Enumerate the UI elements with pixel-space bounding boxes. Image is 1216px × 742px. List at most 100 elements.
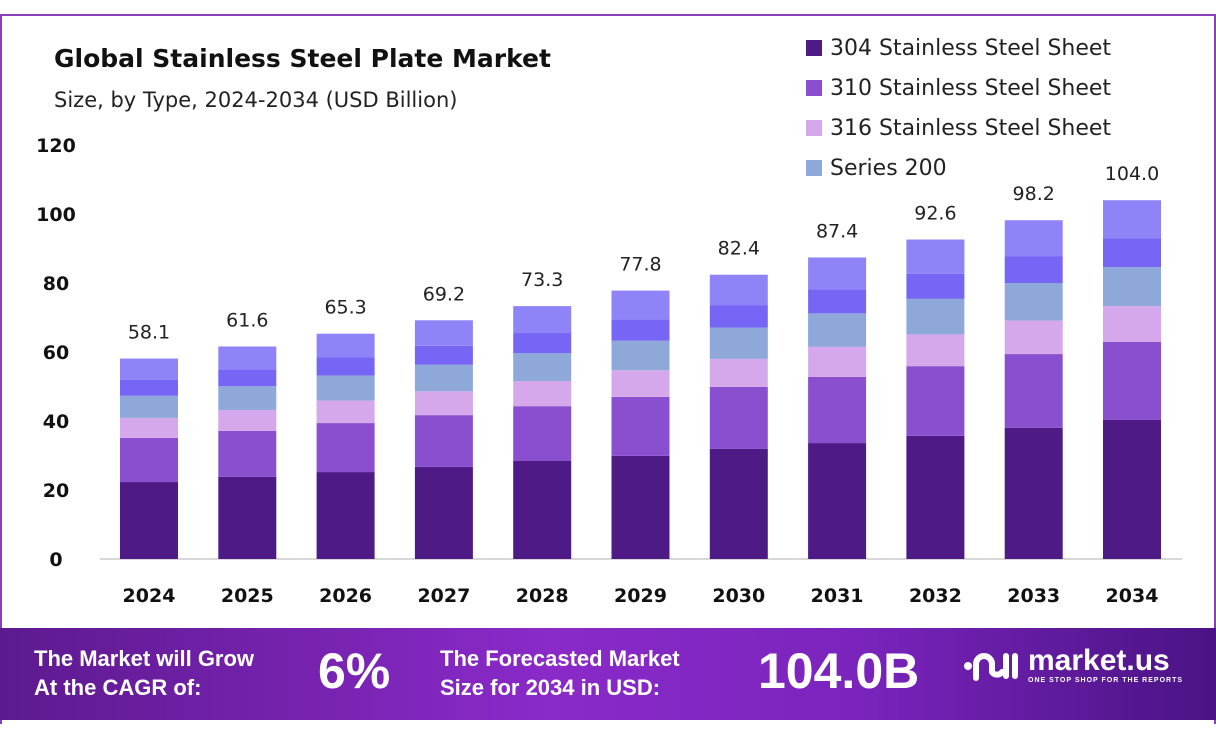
bar-total-label: 92.6 bbox=[914, 203, 956, 225]
bar-segment-2028-2 bbox=[513, 406, 572, 462]
bar-total-label: 82.4 bbox=[718, 238, 760, 260]
legend-swatch bbox=[806, 80, 822, 96]
bar-segment-2025-5 bbox=[218, 369, 277, 387]
bar-segment-2029-6 bbox=[611, 290, 670, 320]
bar-segment-2034-2 bbox=[1103, 341, 1161, 420]
bar-segment-2033-4 bbox=[1004, 283, 1063, 321]
forecast-value: 104.0B bbox=[758, 643, 920, 699]
y-tick-label: 40 bbox=[43, 411, 69, 433]
bar-segment-2032-4 bbox=[906, 298, 965, 335]
chart-subtitle: Size, by Type, 2024-2034 (USD Billion) bbox=[54, 88, 458, 112]
bar-segment-2026-6 bbox=[316, 333, 375, 358]
bar-segment-2029-1 bbox=[611, 455, 670, 559]
bar-total-label: 58.1 bbox=[128, 322, 170, 344]
bar-segment-2032-3 bbox=[906, 334, 965, 367]
y-tick-label: 120 bbox=[36, 135, 76, 157]
bar-segment-2030-5 bbox=[709, 305, 768, 328]
bar-segment-2031-3 bbox=[808, 346, 867, 377]
bar-segment-2027-2 bbox=[414, 415, 473, 467]
brand-name: market.us bbox=[1028, 644, 1170, 677]
legend-label: 304 Stainless Steel Sheet bbox=[830, 35, 1112, 61]
forecast-label: The Forecasted Market Size for 2034 in U… bbox=[440, 644, 680, 702]
bar-segment-2032-2 bbox=[906, 366, 965, 436]
bar-segment-2034-5 bbox=[1103, 238, 1161, 268]
cagr-label: The Market will Grow At the CAGR of: bbox=[34, 644, 254, 702]
x-tick-label: 2031 bbox=[811, 585, 864, 607]
bar-segment-2031-6 bbox=[808, 257, 867, 290]
brand-logo: market.us ONE STOP SHOP FOR THE REPORTS bbox=[962, 646, 1183, 686]
bar-segment-2028-5 bbox=[513, 333, 572, 354]
bar-segment-2029-2 bbox=[611, 396, 670, 456]
bar-segment-2031-1 bbox=[808, 443, 867, 559]
bar-total-label: 87.4 bbox=[816, 220, 858, 242]
bar-total-label: 69.2 bbox=[423, 283, 465, 305]
bar-segment-2034-6 bbox=[1103, 200, 1161, 239]
bar-total-label: 98.2 bbox=[1013, 183, 1055, 205]
bar-segment-2028-1 bbox=[513, 461, 572, 559]
bar-segment-2026-2 bbox=[316, 423, 375, 473]
bar-segment-2025-2 bbox=[218, 431, 277, 477]
bar-segment-2026-3 bbox=[316, 400, 375, 424]
brand-tagline: ONE STOP SHOP FOR THE REPORTS bbox=[1028, 677, 1184, 684]
bar-total-label: 61.6 bbox=[226, 309, 268, 331]
x-tick-label: 2030 bbox=[712, 585, 765, 607]
legend-label: 316 Stainless Steel Sheet bbox=[830, 115, 1112, 141]
cagr-label-line2: At the CAGR of: bbox=[34, 675, 202, 700]
bar-segment-2024-2 bbox=[120, 437, 178, 483]
bar-segment-2027-6 bbox=[414, 320, 473, 346]
bar-segment-2033-5 bbox=[1004, 256, 1063, 283]
bar-segment-2034-1 bbox=[1103, 419, 1161, 559]
legend-label: 310 Stainless Steel Sheet bbox=[830, 75, 1112, 101]
bar-segment-2027-5 bbox=[414, 345, 473, 365]
bar-segment-2024-1 bbox=[120, 482, 178, 559]
market-us-logo-icon bbox=[964, 653, 1018, 681]
y-tick-label: 80 bbox=[43, 273, 69, 295]
bar-segment-2024-5 bbox=[120, 379, 178, 396]
bar-segment-2032-5 bbox=[906, 273, 965, 299]
chart-frame bbox=[0, 14, 1216, 724]
legend-item-316: 316 Stainless Steel Sheet bbox=[806, 108, 1111, 148]
bar-segment-2028-3 bbox=[513, 380, 572, 407]
x-tick-label: 2028 bbox=[516, 585, 569, 607]
legend-item-series-200: Series 200 bbox=[806, 148, 1111, 188]
footer-banner: The Market will Grow At the CAGR of: 6% … bbox=[0, 628, 1216, 720]
x-tick-label: 2025 bbox=[221, 585, 274, 607]
bar-segment-2026-4 bbox=[316, 375, 375, 401]
legend-swatch bbox=[806, 40, 822, 56]
bar-segment-2031-2 bbox=[808, 376, 867, 444]
bar-segment-2026-1 bbox=[316, 472, 375, 559]
bar-segment-2033-6 bbox=[1004, 220, 1063, 257]
bar-segment-2028-6 bbox=[513, 306, 572, 334]
bar-segment-2024-3 bbox=[120, 417, 178, 438]
bar-segment-2025-4 bbox=[218, 386, 277, 410]
bar-segment-2025-3 bbox=[218, 409, 277, 432]
legend-swatch bbox=[806, 160, 822, 176]
bar-segment-2026-5 bbox=[316, 357, 375, 376]
bar-segment-2025-1 bbox=[218, 476, 277, 559]
bar-segment-2031-4 bbox=[808, 313, 867, 347]
x-tick-label: 2032 bbox=[909, 585, 962, 607]
bar-segment-2032-1 bbox=[906, 435, 965, 559]
x-tick-label: 2034 bbox=[1106, 585, 1159, 607]
legend-label: Series 200 bbox=[830, 155, 947, 181]
bar-total-label: 73.3 bbox=[521, 269, 563, 291]
cagr-value: 6% bbox=[318, 643, 391, 699]
legend: 304 Stainless Steel Sheet 310 Stainless … bbox=[806, 28, 1111, 188]
y-tick-label: 60 bbox=[43, 342, 69, 364]
x-tick-label: 2033 bbox=[1007, 585, 1060, 607]
bar-total-label: 77.8 bbox=[619, 254, 661, 276]
chart-title: Global Stainless Steel Plate Market bbox=[54, 44, 551, 73]
bar-total-label: 65.3 bbox=[324, 297, 366, 319]
forecast-label-line1: The Forecasted Market bbox=[440, 646, 680, 671]
bar-segment-2025-6 bbox=[218, 346, 277, 370]
bar-segment-2024-6 bbox=[120, 358, 178, 380]
bar-segment-2034-4 bbox=[1103, 267, 1161, 307]
bar-segment-2033-1 bbox=[1004, 427, 1063, 559]
bar-segment-2024-4 bbox=[120, 395, 178, 418]
x-tick-label: 2027 bbox=[417, 585, 470, 607]
x-tick-label: 2029 bbox=[614, 585, 667, 607]
y-tick-label: 20 bbox=[43, 480, 69, 502]
bar-segment-2030-2 bbox=[709, 386, 768, 449]
legend-item-304: 304 Stainless Steel Sheet bbox=[806, 28, 1111, 68]
bar-segment-2030-3 bbox=[709, 358, 768, 387]
